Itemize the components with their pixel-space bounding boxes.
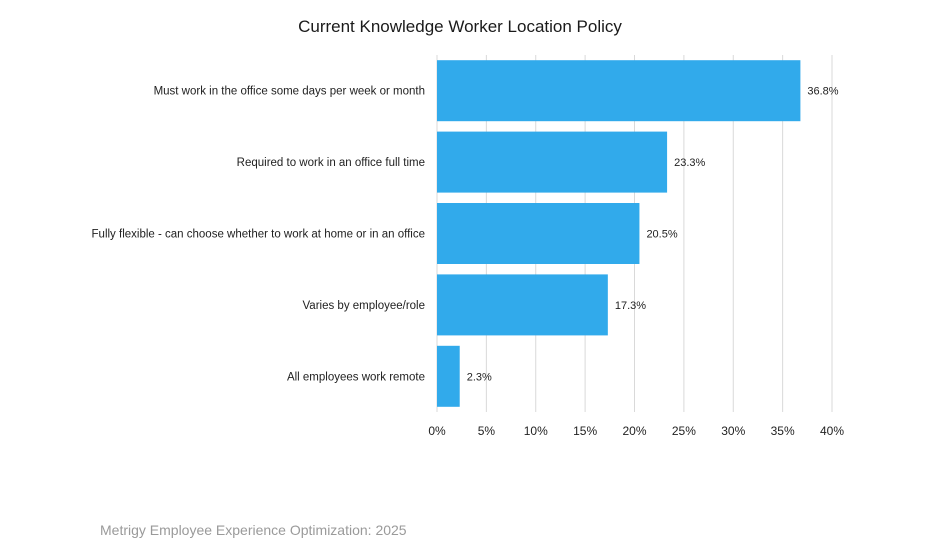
bar [437, 60, 801, 122]
x-tick-label: 30% [721, 424, 745, 438]
x-tick-label: 10% [524, 424, 548, 438]
bar [437, 131, 668, 193]
x-tick-label: 40% [820, 424, 844, 438]
x-tick-label: 5% [478, 424, 496, 438]
x-tick-label: 20% [622, 424, 646, 438]
value-labels: 36.8% 23.3% 20.5% 17.3% 2.3% [467, 86, 839, 384]
bars [437, 60, 801, 407]
category-label: Varies by employee/role [302, 300, 425, 312]
category-label: Fully flexible - can choose whether to w… [92, 229, 425, 241]
bar [437, 345, 460, 407]
bar [437, 203, 640, 264]
chart-title: Current Knowledge Worker Location Policy [298, 17, 622, 36]
category-label: Must work in the office some days per we… [154, 86, 425, 98]
source-note: Metrigy Employee Experience Optimization… [100, 522, 407, 538]
x-tick-label: 0% [428, 424, 446, 438]
value-label: 36.8% [807, 86, 838, 98]
x-axis-tick-labels: 0% 5% 10% 15% 20% 25% 30% 35% 40% [428, 424, 844, 438]
category-label: All employees work remote [287, 371, 425, 383]
x-tick-label: 15% [573, 424, 597, 438]
category-labels: Must work in the office some days per we… [92, 86, 425, 384]
value-label: 23.3% [674, 157, 705, 169]
value-label: 2.3% [467, 371, 492, 383]
value-label: 20.5% [646, 229, 677, 241]
value-label: 17.3% [615, 300, 646, 312]
bar [437, 274, 608, 336]
category-label: Required to work in an office full time [237, 157, 425, 169]
x-tick-label: 25% [672, 424, 696, 438]
x-tick-label: 35% [771, 424, 795, 438]
